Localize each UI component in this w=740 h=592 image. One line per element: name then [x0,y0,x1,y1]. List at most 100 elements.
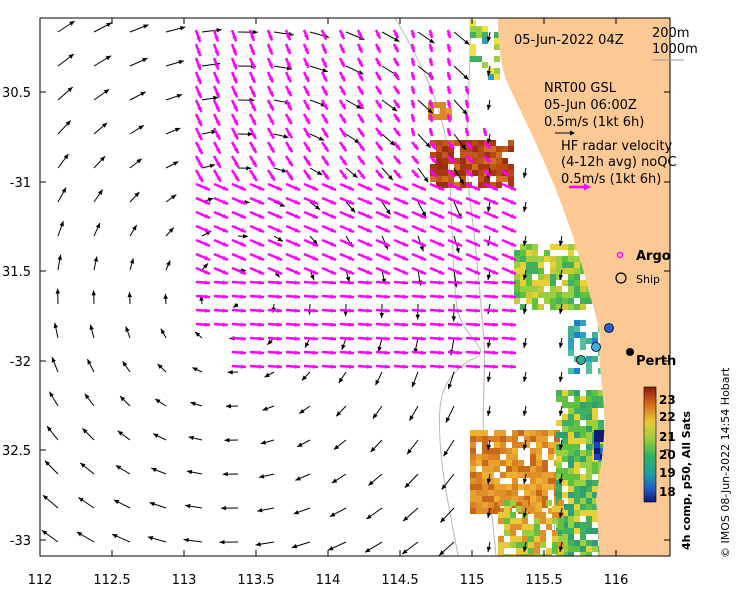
radar-current-arrow [213,266,229,276]
radar-current-arrow [429,364,445,369]
radar-current-arrow [302,141,312,153]
sst-cell [556,420,562,426]
sst-cell [550,292,556,298]
model-current-arrow [438,541,455,556]
sst-cell [556,492,562,498]
sst-cell [488,74,494,80]
credit-text: © IMOS 08-Jun-2022 14:54 Hobart [719,367,732,558]
x-tick-label: 115.5 [525,573,562,588]
radar-current-arrow [321,280,337,285]
sst-cell [574,450,580,456]
sst-cell [580,344,586,350]
radar-current-arrow [465,196,481,206]
radar-current-arrow [302,29,310,41]
radar-current-arrow [465,280,481,285]
radar-current-arrow [267,322,283,327]
sst-cell [528,524,534,530]
radar-current-arrow [284,71,292,83]
radar-current-arrow [338,127,348,138]
ship-marker [576,355,586,365]
sst-cell [580,522,586,528]
radar-current-arrow [339,294,355,299]
sst-cell [522,500,528,506]
radar-current-arrow [249,336,265,341]
radar-current-arrow [374,85,383,96]
sst-cell [574,522,580,528]
model-current-arrow [406,439,419,455]
radar-current-arrow [428,85,434,95]
sst-cell [528,554,534,556]
sst-cell [472,170,478,176]
radar-current-arrow [230,85,239,98]
model-current-arrow [331,473,347,484]
sst-cell [562,244,568,250]
sst-cell [598,396,604,402]
sst-cell [508,146,514,152]
sst-cell [494,496,500,502]
radar-current-arrow [285,238,301,248]
sst-cell [556,462,562,468]
sst-cell [512,436,518,442]
radar-current-arrow [374,71,382,82]
model-current-arrow [522,541,528,553]
model-current-arrow [147,536,167,543]
sst-cell [488,472,494,478]
sst-cell [598,390,604,396]
radar-current-arrow [338,71,346,82]
sst-cell [524,496,530,502]
model-current-arrow [129,158,143,169]
radar-current-arrow [393,224,409,234]
sst-cell [580,438,586,444]
sst-cell [586,486,592,492]
radar-current-arrow [410,57,416,67]
model-current-arrow [237,131,253,137]
sst-cell [512,448,518,454]
sst-cell [518,496,524,502]
sst-cell [556,444,562,450]
sst-cell [478,176,484,182]
sst-cell [574,444,580,450]
sst-cell [574,332,580,338]
sst-cell [488,448,494,454]
radar-current-arrow [428,29,434,39]
sst-cell [592,528,598,534]
sst-cell [518,484,524,490]
sst-cell [454,182,460,188]
radar-current-arrow [483,364,499,369]
sst-cell [448,152,454,158]
sst-cell [568,250,574,256]
radar-current-arrow [465,238,481,248]
sst-cell [484,152,490,158]
sst-cell [534,512,540,518]
radar-current-arrow [483,294,499,299]
radar-current-arrow [483,266,499,276]
sst-cell [580,268,586,274]
sst-cell [498,536,504,542]
sst-cell [530,472,536,478]
radar-current-arrow [428,57,434,67]
model-current-arrow [93,88,110,101]
radar-current-arrow [213,182,229,192]
radar-current-arrow [339,196,355,206]
sst-cell [482,466,488,472]
sst-cell [562,304,568,310]
radar-current-arrow [195,224,211,234]
sst-cell [430,140,436,146]
radar-current-arrow [231,294,247,299]
radar-current-arrow [303,196,319,206]
sst-cell [498,554,504,556]
radar-current-arrow [483,238,499,248]
radar-current-arrow [411,308,427,313]
model-current-arrow [221,505,239,511]
sst-cell [518,502,524,508]
radar-current-arrow [195,238,211,248]
sst-cell [442,152,448,158]
sst-cell [536,478,542,484]
sst-cell [592,516,598,522]
sst-cell [574,274,580,280]
sst-cell [516,548,522,554]
sst-cell [460,176,466,182]
sst-cell [520,250,526,256]
radar-current-arrow [338,29,346,40]
radar-current-arrow [285,364,301,369]
